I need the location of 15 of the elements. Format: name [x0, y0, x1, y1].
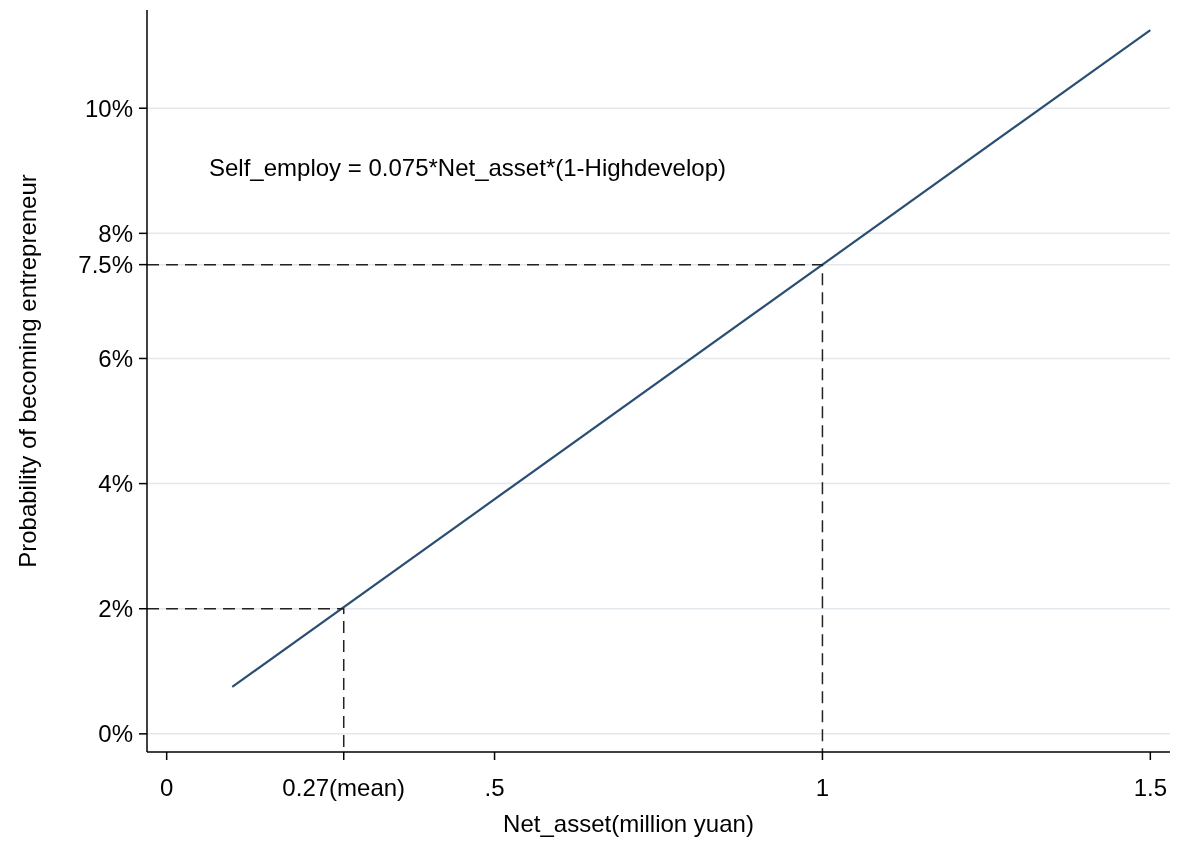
x-tick-label: 1	[815, 774, 830, 801]
x-tick-label: 0	[159, 774, 174, 801]
x-tick-label: .5	[484, 774, 505, 801]
y-axis-title: Probability of becoming entrepreneur	[14, 174, 41, 568]
y-tick-label: 0%	[98, 720, 133, 748]
y-tick-label: 10%	[84, 94, 133, 122]
x-tick-label: 1.5	[1133, 774, 1168, 801]
y-tick-label: 6%	[98, 344, 133, 372]
x-tick-label: 0.27(mean)	[282, 774, 406, 801]
y-tick-label: 8%	[98, 219, 133, 247]
x-axis-title: Net_asset(million yuan)	[503, 810, 754, 837]
y-tick-label: 2%	[98, 595, 133, 623]
annotation: Self_employ = 0.075*Net_asset*(1-Highdevelop)	[209, 154, 726, 181]
y-tick-label: 7.5%	[78, 251, 133, 279]
y-tick-label: 4%	[98, 470, 133, 497]
